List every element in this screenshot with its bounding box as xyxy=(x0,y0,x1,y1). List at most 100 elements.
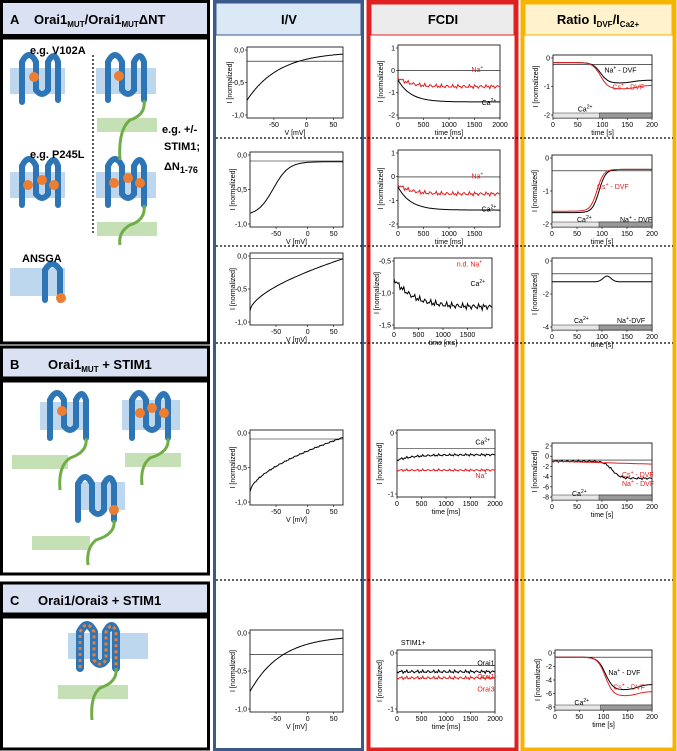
annotation: Ca2+ xyxy=(482,205,497,214)
annotation: Na+ xyxy=(475,471,487,480)
x-tick-label: 50 xyxy=(575,714,583,721)
x-tick-label: 100 xyxy=(597,122,609,129)
x-axis-label: V [mV] xyxy=(286,517,307,524)
x-tick-label: 50 xyxy=(330,509,338,516)
x-tick-label: -50 xyxy=(271,509,281,516)
y-tick-label: -1 xyxy=(389,198,395,205)
y-tick-label: 0 xyxy=(390,651,394,658)
y-tick-label: 0 xyxy=(391,68,395,75)
trace xyxy=(553,62,652,84)
annotation: Na+ - DVF xyxy=(604,66,636,75)
trace xyxy=(552,275,652,283)
annotation: Cs+ - DVF xyxy=(612,83,644,92)
plot-frame xyxy=(249,151,344,228)
x-tick-label: 0 xyxy=(551,122,555,129)
note-part: ΔN xyxy=(164,161,180,173)
y-tick-label: -0,5 xyxy=(235,465,247,472)
example-label: e.g. V102A xyxy=(30,45,86,57)
annotation: Ca2+ xyxy=(577,215,592,224)
superscript: 2+ xyxy=(583,698,589,704)
annotation: Orai3 xyxy=(477,687,494,694)
x-tick-label: 50 xyxy=(574,122,582,129)
panel-letter: B xyxy=(10,357,19,372)
x-axis-label: time [s] xyxy=(591,342,614,349)
y-tick-label: -2 xyxy=(543,292,549,299)
annotation: Ca2+ xyxy=(574,698,589,707)
x-tick-label: 500 xyxy=(416,501,428,508)
trace xyxy=(397,184,501,198)
superscript: + xyxy=(479,259,482,265)
y-tick-label: -1,0 xyxy=(379,291,391,298)
superscript: + xyxy=(631,470,634,476)
annotation: Ca2+ xyxy=(572,489,587,498)
annotation-text: Orai1- xyxy=(477,674,497,681)
x-axis-label: time [s] xyxy=(591,130,614,137)
y-tick-label: -2 xyxy=(544,113,550,120)
title-part: Orai1 xyxy=(34,12,67,27)
mini-plot: 0,0 -0,5 -1,0 -50 0 50 V [mV] I [normalized] xyxy=(230,429,344,524)
y-tick-label: -1,0 xyxy=(235,222,247,229)
x-tick-label: 1500 xyxy=(467,122,483,129)
annotation-text: Na xyxy=(617,318,626,325)
example-label: ANSGA xyxy=(22,253,62,265)
x-tick-label: 500 xyxy=(413,332,425,339)
y-tick-label: 1 xyxy=(391,151,395,158)
x-tick-label: -50 xyxy=(271,231,281,238)
y-axis-label: I [normalized] xyxy=(230,168,237,210)
y-axis-label: I [normalized] xyxy=(532,450,539,492)
panel-b-header xyxy=(0,345,210,380)
x-tick-label: 150 xyxy=(621,231,633,238)
y-axis-label: I [normalized] xyxy=(230,446,237,488)
annotation-text: - DVF xyxy=(634,481,654,488)
annotation: Orai1 xyxy=(477,661,494,668)
x-tick-label: 50 xyxy=(330,122,338,129)
protocol-bar-dvf xyxy=(598,324,653,331)
x-tick-label: 1500 xyxy=(467,231,483,238)
y-tick-label: -1 xyxy=(543,189,549,196)
y-axis-label: I [normalized] xyxy=(374,272,381,314)
annotation: Ca2+ xyxy=(574,316,589,325)
annotation-text: Na xyxy=(471,67,480,74)
x-tick-label: -50 xyxy=(269,122,279,129)
protocol-bar-dvf xyxy=(599,112,653,119)
title-part: ΔNT xyxy=(139,12,166,27)
trace xyxy=(397,79,500,103)
superscript: + xyxy=(484,471,487,477)
y-tick-label: -2 xyxy=(389,113,395,120)
y-tick-label: 0 xyxy=(548,651,552,658)
x-tick-label: 0 xyxy=(395,716,399,723)
row-separators xyxy=(92,55,673,581)
y-tick-label: -6 xyxy=(546,691,552,698)
annotation: Na+ - DVF xyxy=(622,479,654,488)
x-tick-label: 100 xyxy=(598,714,610,721)
x-tick-label: 1500 xyxy=(463,716,479,723)
annotation: Ca2+ xyxy=(578,105,593,114)
annotation-text: - DVF xyxy=(620,670,640,677)
plot-frame xyxy=(554,649,653,711)
y-tick-label: 0,0 xyxy=(234,48,244,55)
x-tick-label: 2000 xyxy=(492,122,508,129)
x-tick-label: 150 xyxy=(622,714,634,721)
x-tick-label: 500 xyxy=(418,231,430,238)
panel-title: Orai1MUT + STIM1 xyxy=(48,357,152,374)
trace xyxy=(396,668,496,675)
y-tick-label: -0,5 xyxy=(232,80,244,87)
trace xyxy=(396,467,496,473)
annotation-text: Ca xyxy=(475,440,484,447)
y-tick-label: 0 xyxy=(545,156,549,163)
title-part: /Orai1 xyxy=(85,12,122,27)
y-tick-label: 0,0 xyxy=(237,153,247,160)
example-label: e.g. P245L xyxy=(30,149,85,161)
ratio-column xyxy=(520,0,677,751)
x-tick-label: 0 xyxy=(306,509,310,516)
annotation-text: - DVF xyxy=(633,472,653,479)
subscript: DVF xyxy=(597,20,613,29)
iv-header xyxy=(215,2,362,36)
annotation: n.d. Na+ xyxy=(457,259,483,268)
x-tick-label: 0 xyxy=(306,329,310,336)
y-tick-label: -6 xyxy=(543,484,549,491)
y-tick-label: 0 xyxy=(390,431,394,438)
